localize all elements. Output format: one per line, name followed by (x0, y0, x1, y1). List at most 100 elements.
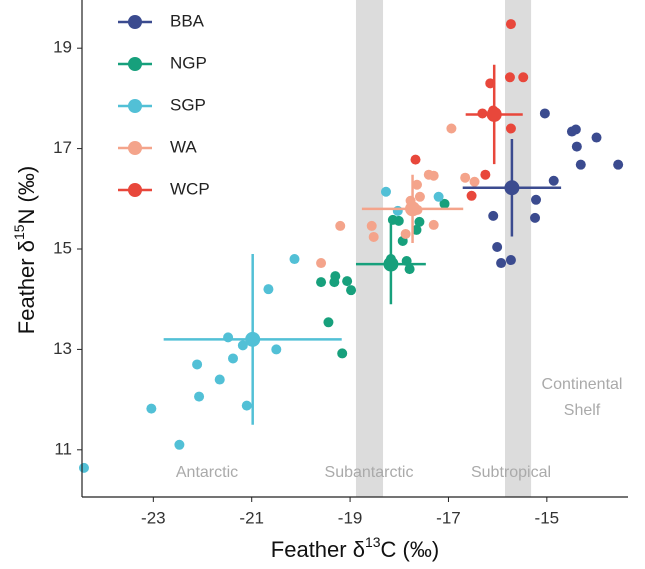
data-point (223, 332, 234, 343)
points (78, 19, 624, 473)
data-point (539, 108, 550, 119)
legend-marker (128, 183, 142, 197)
data-point (366, 220, 377, 231)
data-point (214, 374, 225, 385)
axes: -23 -21 -19 -17 -15 11 13 15 17 19 (53, 0, 628, 527)
data-point (591, 132, 602, 143)
y-tick-label: 15 (53, 238, 72, 257)
x-tick-label: -15 (535, 508, 560, 527)
data-point (428, 219, 439, 230)
data-point (410, 154, 421, 165)
region-label: Subantarctic (325, 464, 414, 481)
data-point (505, 255, 516, 266)
y-title-suffix: N (‰) (14, 166, 39, 225)
y-tick-label: 17 (53, 138, 72, 157)
legend-marker (128, 99, 142, 113)
x-tick-label: -23 (141, 508, 166, 527)
legend: BBA NGP SGP WA WCP (118, 11, 210, 198)
data-point (496, 258, 507, 269)
data-point (466, 190, 477, 201)
legend-marker (128, 15, 142, 29)
mean-point (486, 106, 502, 122)
data-point (323, 317, 334, 328)
data-point (271, 344, 282, 355)
data-point (316, 277, 327, 288)
data-point (329, 277, 340, 288)
data-point (237, 340, 248, 351)
data-point (392, 205, 403, 216)
data-point (368, 231, 379, 242)
legend-marker (128, 141, 142, 155)
y-tick-label: 19 (53, 38, 72, 57)
x-tick-label: -21 (239, 508, 264, 527)
data-point (404, 264, 415, 275)
data-point (518, 72, 529, 83)
data-point (387, 214, 398, 225)
data-point (289, 254, 300, 265)
bands (355, 0, 532, 497)
x-title-prefix: Feather δ (271, 537, 365, 562)
legend-label: BBA (170, 11, 205, 30)
data-point (504, 72, 515, 83)
data-point (337, 348, 348, 359)
data-point (346, 285, 357, 296)
data-point (575, 159, 586, 170)
data-point (194, 391, 205, 402)
mean-point (405, 201, 421, 217)
data-point (335, 220, 346, 231)
x-tick-label: -17 (436, 508, 461, 527)
mean-point (245, 331, 261, 347)
data-point (241, 400, 252, 411)
x-axis-title: Feather δ13C (‰) (271, 534, 439, 562)
region-band (355, 0, 384, 497)
data-point (485, 78, 496, 89)
data-point (411, 179, 422, 190)
data-point (380, 186, 391, 197)
y-tick-label: 13 (53, 339, 72, 358)
data-point (414, 191, 425, 202)
data-point (505, 123, 516, 134)
data-point (174, 439, 185, 450)
data-point (192, 359, 203, 370)
data-point (342, 276, 353, 287)
data-point (469, 176, 480, 187)
region-band (505, 0, 532, 497)
legend-label: SGP (170, 95, 206, 114)
data-point (446, 123, 457, 134)
data-point (488, 210, 499, 221)
region-label: Continental (542, 376, 623, 393)
data-point (571, 141, 582, 152)
data-point (570, 124, 581, 135)
region-label: Shelf (564, 402, 601, 419)
data-point (263, 284, 274, 295)
y-axis-title: Feather δ15N (‰) (11, 166, 39, 334)
legend-marker (128, 57, 142, 71)
data-point (78, 462, 89, 473)
y-tick-label: 11 (54, 439, 72, 458)
legend-label: WA (170, 137, 197, 156)
data-point (228, 353, 239, 364)
data-point (411, 224, 422, 235)
data-point (146, 403, 157, 414)
legend-label: NGP (170, 53, 207, 72)
x-tick-label: -19 (338, 508, 363, 527)
mean-point (504, 180, 520, 196)
data-point (613, 159, 624, 170)
y-title-prefix: Feather δ (14, 240, 39, 334)
data-point (316, 258, 327, 269)
data-point (530, 212, 541, 223)
mean-point (383, 256, 399, 272)
annotations: Antarctic Subantarctic Subtropical Continen… (176, 376, 623, 481)
data-point (505, 19, 516, 30)
x-title-sup: 13 (365, 534, 381, 550)
data-point (480, 169, 491, 180)
y-title-sup: 15 (11, 224, 27, 240)
data-point (433, 191, 444, 202)
region-label: Antarctic (176, 464, 238, 481)
data-point (428, 170, 439, 181)
data-point (414, 216, 425, 227)
data-point (548, 175, 559, 186)
data-point (531, 194, 542, 205)
data-point (400, 228, 411, 239)
